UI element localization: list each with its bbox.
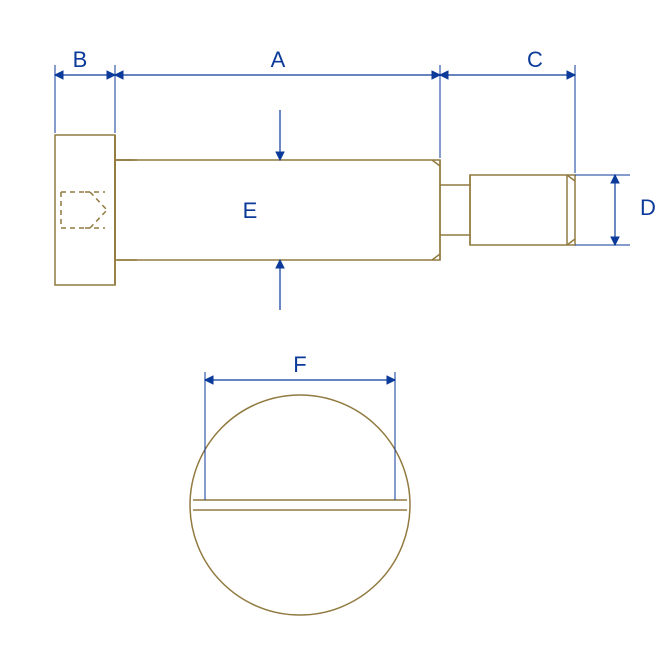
- dim-label: C: [527, 47, 543, 72]
- dim-label: F: [293, 352, 306, 377]
- dim-label: D: [640, 195, 656, 220]
- dim-label: E: [243, 198, 258, 223]
- head-top-view: [190, 395, 410, 615]
- dim-label: A: [271, 47, 286, 72]
- dim-label: B: [73, 47, 88, 72]
